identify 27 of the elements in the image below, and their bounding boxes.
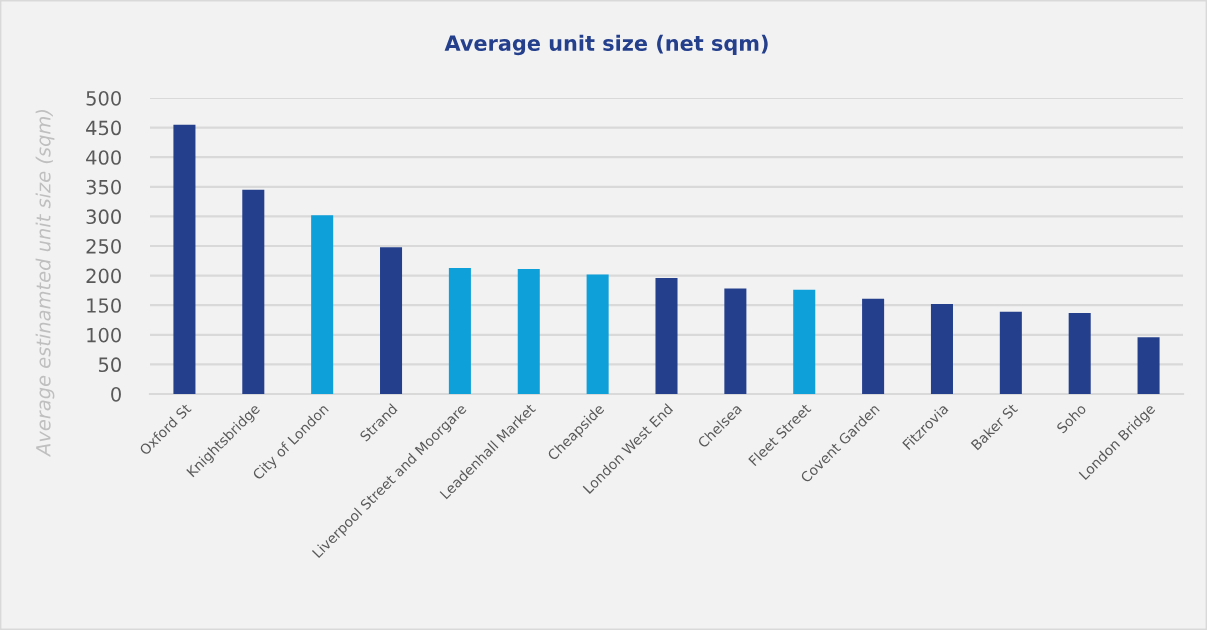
bar <box>930 304 953 394</box>
bar <box>655 277 678 394</box>
y-tick-label: 450 <box>86 120 121 136</box>
chart-title: Average unit size (net sqm) <box>444 34 768 56</box>
bar <box>380 247 403 394</box>
bar <box>242 189 265 394</box>
y-tick-label: 250 <box>86 238 121 254</box>
bar <box>724 288 747 394</box>
bar <box>1137 337 1160 394</box>
bar <box>311 215 334 394</box>
bar <box>999 311 1022 394</box>
y-tick-label: 200 <box>86 268 121 284</box>
bar <box>793 289 816 394</box>
y-tick-label: 350 <box>86 179 121 195</box>
bar <box>586 274 609 394</box>
y-tick-label: 300 <box>86 209 121 225</box>
bar <box>862 298 885 394</box>
y-tick-label: 100 <box>87 327 121 343</box>
bar <box>173 124 196 394</box>
bar <box>1068 312 1091 394</box>
y-tick-label: 150 <box>87 298 121 313</box>
y-tick-label: 50 <box>98 357 121 373</box>
bar <box>517 269 540 394</box>
y-tick-label: 500 <box>86 90 121 106</box>
y-tick-label: 400 <box>86 150 121 165</box>
bar <box>448 267 471 394</box>
y-tick-label: 0 <box>111 386 121 402</box>
